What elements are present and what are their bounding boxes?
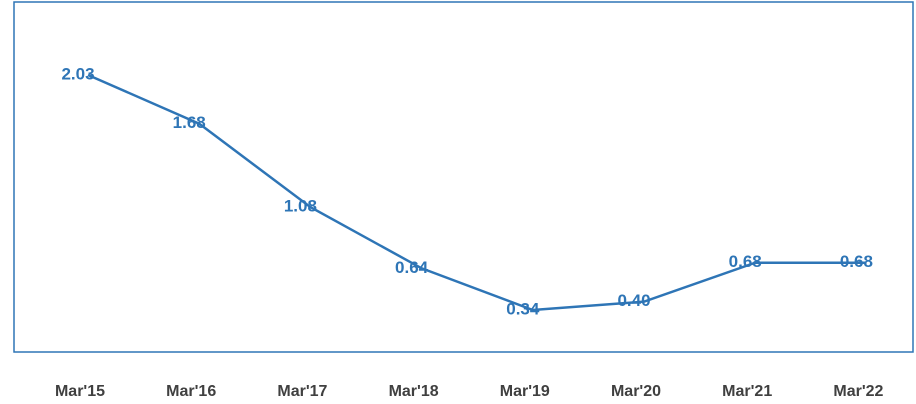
data-label: 0.64 (395, 258, 429, 277)
data-label: 0.68 (729, 252, 762, 271)
line (87, 73, 867, 312)
x-tick-label: Mar'17 (277, 383, 327, 400)
data-label: 1.68 (173, 113, 206, 132)
x-tick-label: Mar'15 (55, 383, 105, 400)
data-label: 1.08 (284, 197, 317, 216)
x-tick-label: Mar'18 (389, 383, 439, 400)
x-tick-label: Mar'22 (833, 383, 883, 400)
x-tick-label: Mar'19 (500, 383, 550, 400)
data-label: 0.40 (617, 291, 650, 310)
x-tick-label: Mar'16 (166, 383, 216, 400)
data-label: 2.03 (61, 64, 94, 83)
x-tick-label: Mar'21 (722, 383, 772, 400)
data-label: 0.34 (506, 299, 540, 318)
data-label: 0.68 (840, 252, 873, 271)
x-tick-label: Mar'20 (611, 383, 661, 400)
plot-border (13, 1, 914, 353)
